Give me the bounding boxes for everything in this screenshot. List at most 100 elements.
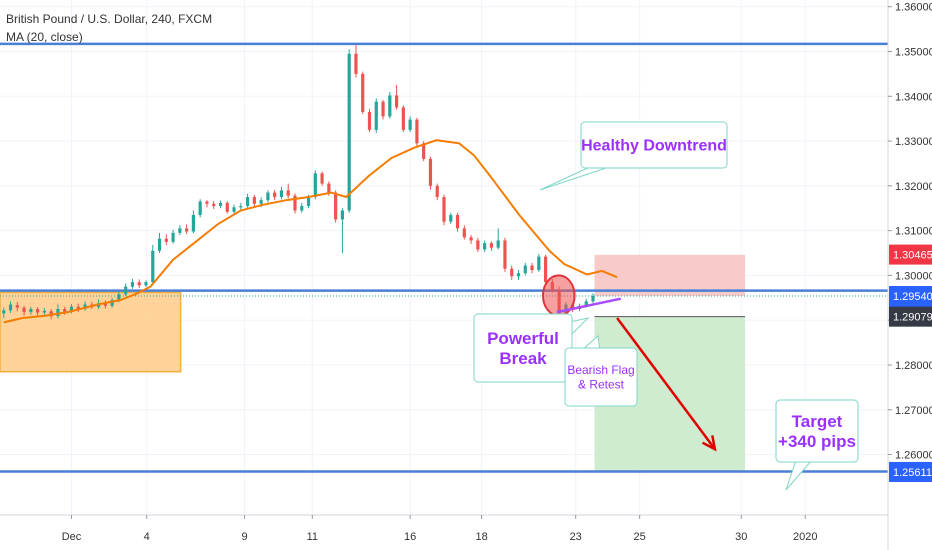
candle bbox=[523, 262, 527, 276]
candle-body bbox=[232, 207, 236, 212]
candle-body bbox=[185, 228, 189, 232]
price-badge-bg bbox=[889, 286, 932, 307]
candle bbox=[15, 301, 19, 312]
y-tick-label: 1.36000 bbox=[895, 2, 932, 14]
x-tick-label: 2020 bbox=[793, 531, 817, 543]
candle-body bbox=[313, 173, 317, 198]
callout-healthy-downtrend-box bbox=[580, 121, 728, 169]
x-tick-label: 23 bbox=[570, 531, 582, 543]
y-tick-label: 1.34000 bbox=[895, 91, 932, 103]
candle bbox=[401, 105, 405, 133]
candle bbox=[340, 208, 345, 254]
candle bbox=[130, 278, 135, 289]
candle bbox=[279, 186, 284, 200]
candle bbox=[245, 193, 250, 209]
candle bbox=[543, 254, 548, 286]
callout-powerful-break-text-1: Powerful bbox=[487, 329, 559, 348]
candle-body bbox=[543, 256, 548, 283]
levels bbox=[0, 42, 888, 473]
candle-body bbox=[449, 214, 453, 222]
candle bbox=[489, 241, 494, 251]
candle bbox=[239, 202, 243, 211]
candle-body bbox=[15, 304, 19, 308]
candle-body bbox=[218, 202, 223, 206]
candle-body bbox=[286, 190, 290, 196]
candle-body bbox=[483, 243, 487, 250]
candle bbox=[462, 225, 466, 240]
candle-body bbox=[103, 303, 107, 306]
candle-body bbox=[259, 200, 263, 204]
candle-body bbox=[361, 73, 365, 112]
moving-average bbox=[3, 139, 618, 324]
candle-body bbox=[442, 197, 446, 222]
candle bbox=[530, 262, 534, 274]
candles bbox=[2, 44, 595, 320]
candle bbox=[157, 232, 162, 254]
candle bbox=[476, 237, 480, 253]
candle-body bbox=[510, 268, 514, 277]
callout-target-box bbox=[775, 399, 859, 463]
y-tick-label: 1.35000 bbox=[895, 47, 932, 59]
candle bbox=[510, 265, 514, 280]
candle bbox=[144, 280, 148, 288]
candle bbox=[29, 306, 33, 315]
x-tick-label: 4 bbox=[144, 531, 150, 543]
candle bbox=[408, 116, 412, 133]
x-tick-label: 30 bbox=[735, 531, 747, 543]
candle bbox=[503, 237, 507, 272]
candle bbox=[137, 279, 141, 288]
candle bbox=[110, 297, 114, 308]
candle-body bbox=[266, 192, 270, 201]
candle-body bbox=[469, 237, 473, 241]
candle-body bbox=[300, 206, 304, 211]
candle bbox=[442, 194, 446, 226]
candle bbox=[76, 303, 80, 313]
consolidation-box bbox=[0, 291, 182, 373]
callout-bearish-flag-text-2: & Retest bbox=[578, 377, 625, 391]
candle bbox=[415, 117, 419, 147]
candle bbox=[103, 300, 107, 309]
candle-body bbox=[212, 203, 216, 206]
candle bbox=[8, 301, 13, 314]
candle bbox=[151, 244, 155, 285]
candle-body bbox=[394, 95, 399, 108]
candle-body bbox=[137, 282, 141, 286]
candle-body bbox=[49, 311, 53, 317]
price-badge-label: 1.25611 bbox=[893, 467, 932, 479]
candle bbox=[455, 212, 460, 232]
candle bbox=[22, 305, 26, 316]
candle-body bbox=[455, 214, 460, 229]
candle-body bbox=[476, 240, 480, 250]
candle-body bbox=[205, 201, 209, 204]
candle-body bbox=[151, 250, 155, 283]
candle bbox=[266, 190, 270, 203]
candle bbox=[191, 210, 196, 234]
price-badge-label: 1.30465 bbox=[893, 250, 932, 262]
callout-powerful-break-box bbox=[473, 313, 573, 383]
candle bbox=[449, 212, 453, 224]
candle bbox=[252, 194, 256, 207]
candle-body bbox=[489, 243, 494, 248]
candle bbox=[435, 183, 439, 201]
candle bbox=[394, 85, 399, 110]
candle bbox=[164, 234, 168, 245]
callout-target-text-1: Target bbox=[792, 412, 843, 431]
candle-body bbox=[178, 228, 182, 233]
candle-body bbox=[340, 210, 345, 220]
candle bbox=[334, 190, 338, 223]
candle-body bbox=[496, 240, 500, 248]
candle-body bbox=[124, 286, 128, 295]
candle-body bbox=[401, 107, 405, 130]
candle-body bbox=[198, 201, 202, 215]
candle bbox=[42, 308, 46, 316]
candle bbox=[2, 307, 6, 318]
y-tick-label: 1.26000 bbox=[895, 450, 932, 462]
candle-body bbox=[191, 214, 196, 232]
candle-body bbox=[530, 265, 534, 271]
price-badge-label: 1.29540 bbox=[893, 291, 932, 303]
grid bbox=[0, 0, 888, 515]
